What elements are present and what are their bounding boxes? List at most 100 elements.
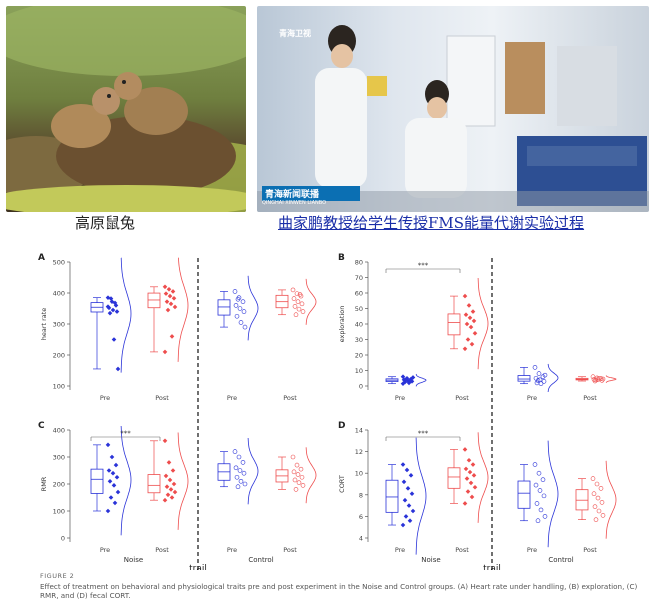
data-point [237, 306, 243, 311]
x-tick-label: Post [455, 546, 469, 554]
y-tick-label: 100 [53, 508, 65, 516]
box [447, 467, 461, 489]
data-point [292, 304, 298, 309]
data-point [400, 462, 406, 467]
y-tick-label: 20 [355, 352, 363, 360]
figure-caption: FIGURE 2 Effect of treatment on behavior… [40, 572, 640, 601]
data-point [163, 473, 169, 479]
y-tick-label: 0 [61, 535, 65, 543]
x-tick-label: Post [283, 546, 297, 554]
data-point [467, 469, 473, 475]
data-point [536, 371, 542, 376]
data-point [594, 481, 600, 487]
box [217, 299, 231, 316]
density-curve [120, 257, 132, 373]
data-point [472, 484, 478, 490]
x-tick-label: Post [283, 394, 297, 402]
caption-lab[interactable]: 曲家鹏教授给学生传授FMS能量代谢实验过程 [278, 214, 585, 232]
data-point [295, 472, 301, 477]
density-curve [477, 277, 489, 370]
data-point [235, 484, 241, 489]
data-point [238, 479, 244, 484]
box [447, 313, 461, 336]
density-curve [247, 275, 259, 341]
density-curve [547, 363, 559, 393]
data-point [590, 374, 596, 379]
data-point [540, 477, 546, 482]
box [517, 375, 531, 382]
data-point [111, 483, 117, 488]
data-point [241, 309, 247, 314]
data-point [467, 315, 473, 321]
data-point [114, 309, 120, 314]
data-point [462, 501, 468, 506]
data-point [169, 495, 175, 500]
x-tick-label: Post [155, 546, 169, 554]
data-point [593, 377, 599, 383]
density-curve [605, 375, 617, 383]
data-point [542, 514, 548, 519]
density-curve [415, 373, 427, 387]
x-axis-label: trail [483, 564, 501, 570]
data-point [240, 460, 246, 465]
density-curve [177, 432, 189, 530]
data-point [300, 309, 306, 314]
data-point [299, 474, 305, 480]
lab-illustration [257, 25, 649, 212]
data-point [110, 307, 116, 313]
data-point [164, 299, 170, 304]
data-point [536, 470, 542, 476]
data-point [542, 372, 548, 378]
group-label-control: Control [548, 556, 573, 564]
y-tick-label: 200 [53, 481, 65, 489]
y-axis-label: RMR [40, 476, 48, 491]
group-label-control: Control [248, 556, 273, 564]
data-point [172, 304, 178, 310]
data-point [538, 507, 544, 513]
data-point [162, 284, 168, 290]
data-point [168, 487, 174, 492]
figure-label: FIGURE 2 [40, 572, 75, 580]
box [517, 480, 531, 509]
box [385, 479, 399, 513]
data-point [238, 320, 244, 325]
data-point [405, 486, 411, 491]
box [575, 489, 589, 511]
data-point [111, 337, 117, 342]
data-point [469, 341, 475, 347]
data-point [468, 324, 474, 330]
y-axis-label: heart rate [40, 308, 48, 341]
y-axis-label: CORT [338, 475, 346, 493]
x-tick-label: Post [583, 546, 597, 554]
density-curve [177, 257, 189, 362]
data-point [297, 292, 303, 297]
data-point [291, 296, 297, 301]
data-point [233, 303, 239, 308]
data-point [110, 470, 116, 476]
data-point [535, 378, 541, 383]
y-tick-label: 80 [355, 259, 363, 267]
data-point [162, 438, 168, 444]
data-point [600, 513, 606, 518]
data-point [105, 442, 111, 448]
data-point [107, 479, 113, 484]
data-point [169, 334, 175, 339]
data-point [291, 469, 297, 475]
data-point [590, 476, 596, 481]
chart-panel-c: C 0 100 200 300 400 RMR Pre Post Pre Post *** Noise C… [38, 421, 317, 570]
data-point [294, 462, 300, 468]
data-point [298, 466, 304, 472]
panel-letter: D [338, 421, 345, 431]
data-point [166, 286, 172, 292]
data-point [410, 508, 416, 514]
data-point [471, 473, 477, 478]
data-point [170, 468, 176, 473]
data-point [242, 324, 248, 330]
data-point [300, 483, 306, 488]
x-tick-label: Pre [227, 546, 237, 554]
x-tick-label: Pre [527, 546, 537, 554]
density-curve [547, 440, 559, 548]
data-point [115, 489, 121, 495]
data-point [595, 495, 601, 501]
